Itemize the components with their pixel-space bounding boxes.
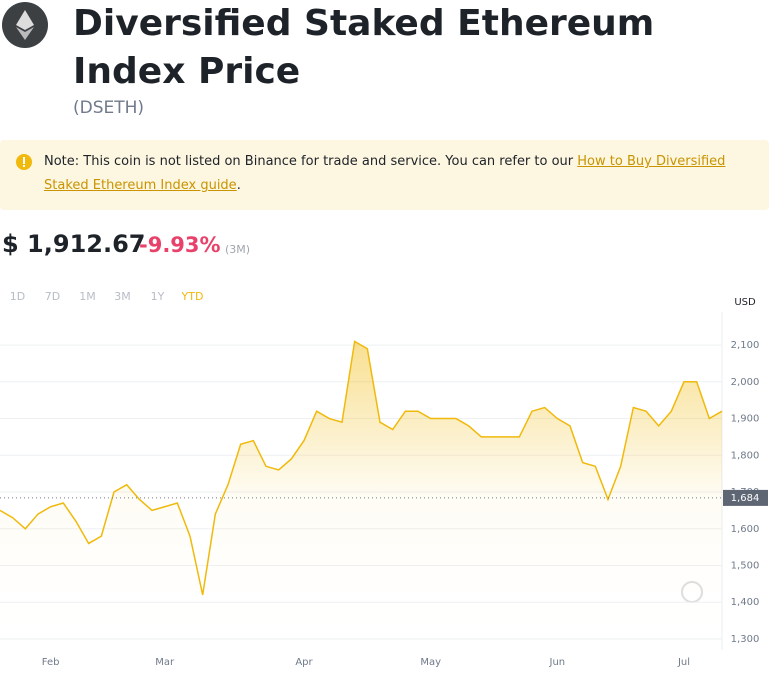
reference-label: 1,684 — [731, 493, 760, 504]
range-tab[interactable]: 1M — [79, 290, 96, 303]
range-tab[interactable]: 7D — [44, 290, 61, 303]
y-tick-label: 2,000 — [731, 377, 760, 388]
range-tabs: 1D 7D 1M 3M 1Y YTD — [0, 290, 210, 303]
y-tick-label: 1,400 — [731, 597, 760, 608]
symbol: (DSETH) — [73, 98, 145, 118]
note-box: Note: This coin is not listed on Binance… — [0, 140, 769, 210]
note-text: Note: This coin is not listed on Binance… — [44, 150, 754, 198]
x-tick-label: Jul — [677, 657, 690, 668]
x-tick-label: Jun — [549, 657, 566, 668]
x-tick-label: Apr — [295, 657, 313, 668]
range-tab[interactable]: 3M — [114, 290, 131, 303]
x-tick-label: Feb — [42, 657, 60, 668]
price-area — [0, 341, 722, 650]
note-link[interactable]: How to Buy Diversified Staked Ethereum I… — [44, 154, 726, 193]
range-tab[interactable]: 1Y — [150, 290, 165, 303]
reference-badge — [723, 489, 768, 506]
y-tick-label: 1,900 — [731, 414, 760, 425]
y-axis-label: USD — [734, 297, 756, 308]
price-change: -9.93% — [139, 233, 221, 257]
range-tab[interactable]: 1D — [9, 290, 26, 303]
y-tick-label: 1,500 — [731, 561, 760, 572]
change-period: (3M) — [225, 243, 251, 256]
x-tick-label: May — [420, 657, 441, 668]
x-tick-label: Mar — [155, 657, 175, 668]
warning-icon — [16, 154, 32, 170]
y-tick-label: 1,800 — [731, 450, 760, 461]
coin-icon — [2, 2, 48, 48]
y-tick-label: 1,600 — [731, 524, 760, 535]
price: $ 1,912.67 — [2, 230, 146, 258]
range-tab[interactable]: YTD — [181, 290, 204, 303]
price-line — [0, 340, 723, 596]
title: Diversified Staked Ethereum Index Price — [73, 3, 655, 92]
note-end: . — [236, 178, 241, 193]
y-tick-label: 1,300 — [731, 634, 760, 645]
chart: USD 1,3001,4001,5001,6001,7001,8001,9002… — [0, 297, 768, 668]
note-body: Note: This coin is not listed on Binance… — [44, 154, 578, 169]
y-tick-label: 2,100 — [731, 340, 760, 351]
